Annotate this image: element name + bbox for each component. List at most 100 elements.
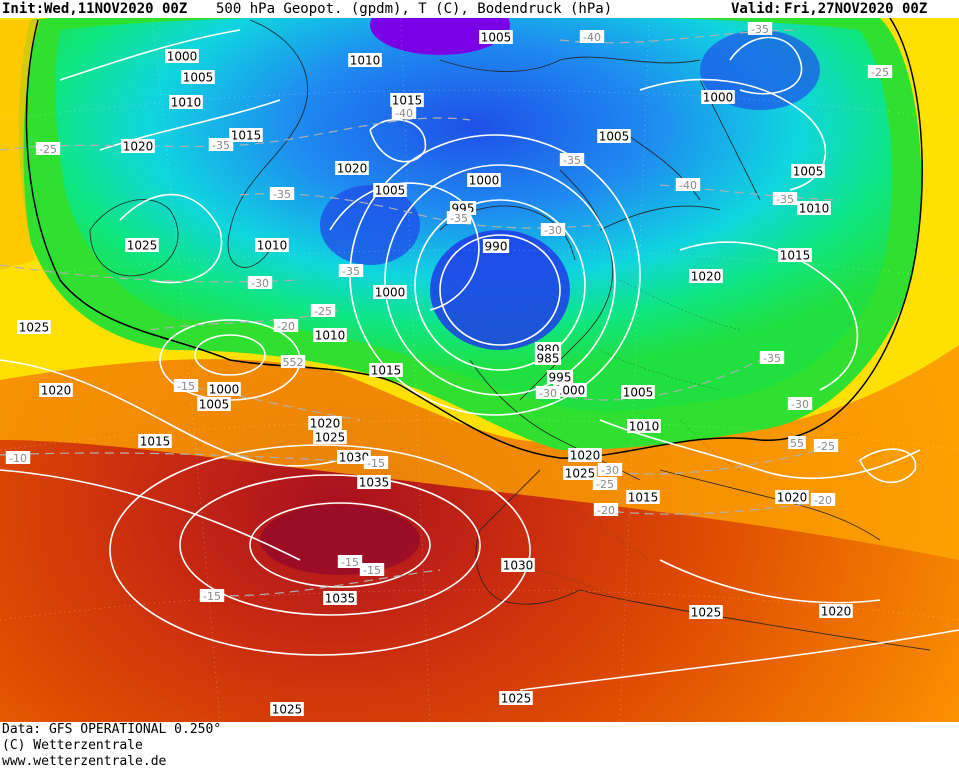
isotherm-value: -25 [39,143,57,156]
isobar-value: 1025 [19,321,50,335]
isotherm-label: -25 [867,65,893,79]
isotherm-value: -15 [363,564,381,577]
isobar-label: 1000 [207,382,241,397]
isobar-value: 1000 [703,91,734,105]
isobar-label: 995 [546,370,574,385]
isobar-value: 1000 [555,384,586,398]
isobar-label: 1010 [627,419,661,434]
isobar-label: 1015 [138,434,172,449]
isobar-label: 1010 [313,328,347,343]
isobar-label: 1010 [797,201,831,216]
isobar-label: 990 [482,239,510,254]
isotherm-value: -35 [763,352,781,365]
data-source: Data: GFS OPERATIONAL 0.250° [2,722,222,737]
isobar-value: 1005 [375,184,406,198]
isobar-value: 1025 [272,703,303,717]
isobar-value: 1030 [339,451,370,465]
isotherm-value: -30 [544,224,562,237]
isobar-value: 1020 [337,162,368,176]
isobar-value: 1000 [167,50,198,64]
isobar-value: 1010 [257,239,288,253]
isobar-value: 1025 [501,692,532,706]
init-label: Init: [2,1,45,17]
isobar-value: 1025 [565,467,596,481]
isotherm-label: -30 [597,463,623,477]
isobar-label: 1025 [563,466,597,481]
copyright: (C) Wetterzentrale [2,738,143,753]
isotherm-value: 552 [283,356,304,369]
isotherm-label: -35 [446,211,472,225]
isotherm-value: -30 [251,277,269,290]
isobar-value: 1015 [392,94,423,108]
pressure-labels: 1000100510101010100510151015102010201005… [17,30,853,717]
isotherm-value: -35 [342,265,360,278]
isobar-value: 1005 [793,165,824,179]
isotherm-label: -35 [759,351,785,365]
isobar-label: 1005 [479,30,513,45]
isotherm-value: -15 [203,590,221,603]
isotherm-label: -35 [338,264,364,278]
isobar-value: 995 [549,371,572,385]
temperature-labels: -40 -35 -25 -40 -35 -25 -35 -40 -35 -35 -35 -30 -35 -… [5,22,893,603]
website-link[interactable]: www.wetterzentrale.de [2,754,167,769]
isobar-label: 1025 [499,691,533,706]
isobar-label: 1000 [553,383,587,398]
isotherm-label: -25 [813,439,839,453]
isotherm-value: -40 [679,179,697,192]
isotherm-label: -35 [747,22,773,36]
isobar-label: 1005 [181,70,215,85]
isotherm-label: 55 [788,436,806,450]
isotherm-value: -35 [273,188,291,201]
isobar-label: 1000 [165,49,199,64]
isotherm-value: -25 [817,440,835,453]
isobar-value: 1020 [123,140,154,154]
isobar-value: 1005 [599,130,630,144]
isobar-label: 1000 [701,90,735,105]
isobar-value: 1020 [41,384,72,398]
isotherm-label: -35 [208,138,234,152]
orange-band [0,318,959,560]
isobar-value: 1035 [325,592,356,606]
isobar-label: 1035 [357,475,391,490]
isotherm-value: -40 [583,31,601,44]
isobar-value: 1035 [359,476,390,490]
isotherm-value: 55 [790,437,804,450]
field-title: 500 hPa Geopot. (gpdm), T (C), Bodendruc… [216,1,613,17]
isotherm-label: -30 [787,397,813,411]
contour-552 [25,17,923,459]
isobar-value: 1000 [469,174,500,188]
isobar-value: 1005 [623,386,654,400]
isobar-value: 1015 [628,491,659,505]
isobar-label: 1035 [323,591,357,606]
isotherm-value: -25 [314,305,332,318]
high-core [260,505,420,575]
isobar-label: 1015 [626,490,660,505]
isotherm-label: -15 [337,555,363,569]
isobar-label: 1015 [778,248,812,263]
isotherm-label: -20 [593,503,619,517]
isotherm-label: -35 [559,153,585,167]
isobar-label: 1015 [390,93,424,108]
isotherm-label: -10 [5,451,31,465]
isobar-label: 985 [534,351,562,366]
isotherm-value: -10 [9,452,27,465]
isotherm-label: -30 [535,386,561,400]
isobar-value: 1010 [629,420,660,434]
isobar-value: 1005 [199,398,230,412]
isobar-label: 1025 [17,320,51,335]
map-header: Init: Wed,11NOV2020 00Z 500 hPa Geopot. … [0,0,959,18]
isobar-label: 1005 [197,397,231,412]
isobar-label: 1025 [313,430,347,445]
cold-core-scandinavia [430,230,570,350]
isobar-label: 1010 [169,95,203,110]
isotherm-value: -15 [177,380,195,393]
isotherm-value: -20 [814,494,832,507]
isobar-label: 1030 [501,558,535,573]
isobar-value: 1020 [310,417,341,431]
isobar-value: 1000 [375,286,406,300]
isobar-label: 1020 [335,161,369,176]
isotherm-label: -30 [540,223,566,237]
isobar-value: 1015 [371,364,402,378]
isotherm-label: -40 [675,178,701,192]
